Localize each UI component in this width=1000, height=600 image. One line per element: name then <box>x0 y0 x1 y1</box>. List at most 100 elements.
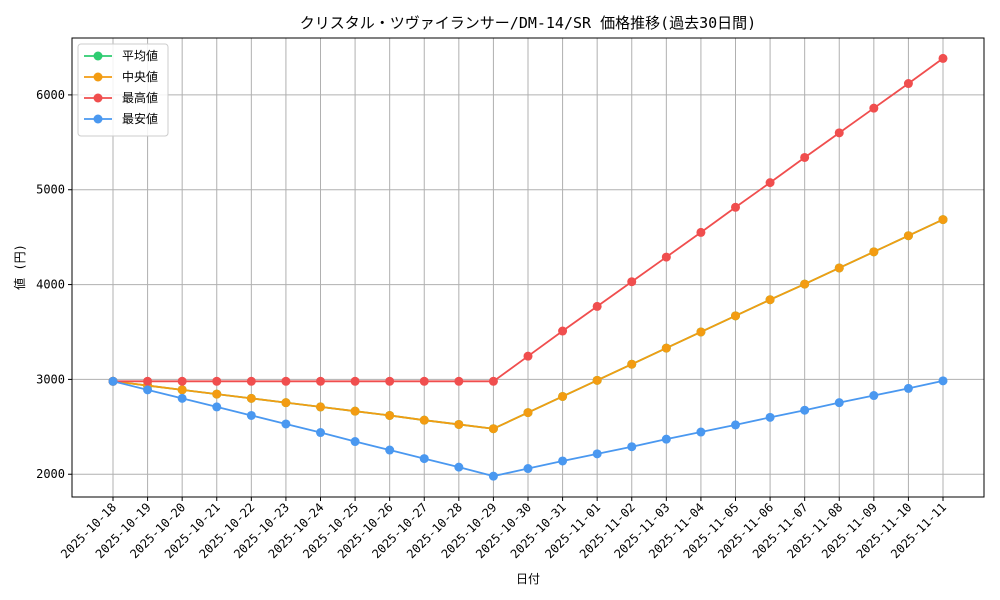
data-point <box>419 454 429 464</box>
data-point <box>765 178 775 188</box>
legend-label: 平均値 <box>122 48 158 63</box>
data-point <box>454 376 464 386</box>
chart-title: クリスタル・ツヴァイランサー/DM-14/SR 価格推移(過去30日間) <box>300 14 756 32</box>
data-point <box>696 227 706 237</box>
legend-item: 最高値 <box>84 90 158 105</box>
data-point <box>316 376 325 386</box>
data-point <box>731 420 740 430</box>
data-point <box>834 128 844 138</box>
series-4 <box>108 376 948 481</box>
data-point <box>350 437 360 447</box>
data-point <box>696 327 706 337</box>
series-3 <box>108 53 948 386</box>
data-point <box>523 351 533 361</box>
y-tick-label: 5000 <box>36 183 65 197</box>
data-point <box>627 277 637 287</box>
data-point <box>143 385 153 395</box>
data-point <box>177 376 187 386</box>
data-point <box>246 410 256 420</box>
data-point <box>938 376 948 386</box>
legend-marker <box>93 72 103 82</box>
x-axis-label: 日付 <box>516 572 540 586</box>
data-point <box>800 152 810 162</box>
data-point <box>143 376 153 386</box>
data-point <box>177 385 187 395</box>
data-point <box>385 376 395 386</box>
data-point <box>938 215 948 225</box>
data-point <box>385 410 395 420</box>
data-point <box>108 376 118 386</box>
data-point <box>419 415 429 425</box>
data-point <box>661 252 671 262</box>
data-point <box>316 428 325 438</box>
legend-marker <box>93 114 103 124</box>
data-point <box>281 419 291 429</box>
legend-item: 平均値 <box>84 48 158 63</box>
data-point <box>903 231 913 241</box>
data-point <box>488 424 498 434</box>
data-point <box>903 79 913 89</box>
legend-label: 最高値 <box>122 90 158 105</box>
data-point <box>869 391 879 401</box>
data-point <box>212 376 222 386</box>
legend-box <box>77 43 169 137</box>
data-point <box>696 427 706 437</box>
y-axis-label: 値 (円) <box>12 244 27 290</box>
data-point <box>558 391 568 401</box>
data-point <box>212 389 222 399</box>
legend-marker <box>93 93 103 103</box>
data-point <box>592 449 602 459</box>
data-point <box>834 263 844 273</box>
data-point <box>592 301 602 311</box>
y-axis-ticks: 2000 3000 4000 5000 6000 <box>36 88 72 481</box>
data-point <box>454 462 464 472</box>
data-point <box>523 464 533 474</box>
legend-label: 中央値 <box>122 69 158 84</box>
y-tick-label: 2000 <box>36 467 65 481</box>
data-point <box>661 434 671 444</box>
data-point <box>281 398 291 408</box>
legend-label: 最安値 <box>122 111 158 126</box>
data-point <box>246 393 256 403</box>
series-2 <box>108 215 948 434</box>
data-point <box>419 376 429 386</box>
legend-item: 中央値 <box>84 69 158 84</box>
legend-item: 最安値 <box>84 111 158 126</box>
data-point <box>281 376 291 386</box>
data-point <box>627 442 637 452</box>
data-point <box>488 471 498 481</box>
data-point <box>765 412 775 422</box>
data-point <box>903 383 913 393</box>
data-point <box>212 402 222 412</box>
data-point <box>800 279 810 289</box>
data-point <box>350 406 360 416</box>
y-tick-label: 4000 <box>36 278 65 292</box>
data-point <box>627 359 637 369</box>
series-group <box>108 53 948 481</box>
data-point <box>523 408 533 418</box>
data-point <box>869 247 879 257</box>
y-tick-label: 6000 <box>36 88 65 102</box>
data-point <box>765 295 775 305</box>
data-point <box>834 398 844 408</box>
data-point <box>731 202 740 212</box>
data-point <box>592 375 602 385</box>
data-point <box>177 393 187 403</box>
data-point <box>558 326 568 336</box>
data-point <box>488 376 498 386</box>
data-point <box>800 405 810 415</box>
data-point <box>385 445 395 455</box>
data-point <box>558 456 568 466</box>
y-tick-label: 3000 <box>36 372 65 386</box>
data-point <box>454 419 464 429</box>
data-point <box>246 376 256 386</box>
data-point <box>938 53 948 63</box>
data-point <box>316 402 325 412</box>
legend-marker <box>93 51 103 61</box>
data-point <box>661 343 671 353</box>
data-point <box>869 103 879 113</box>
data-point <box>350 376 360 386</box>
data-point <box>731 311 740 321</box>
